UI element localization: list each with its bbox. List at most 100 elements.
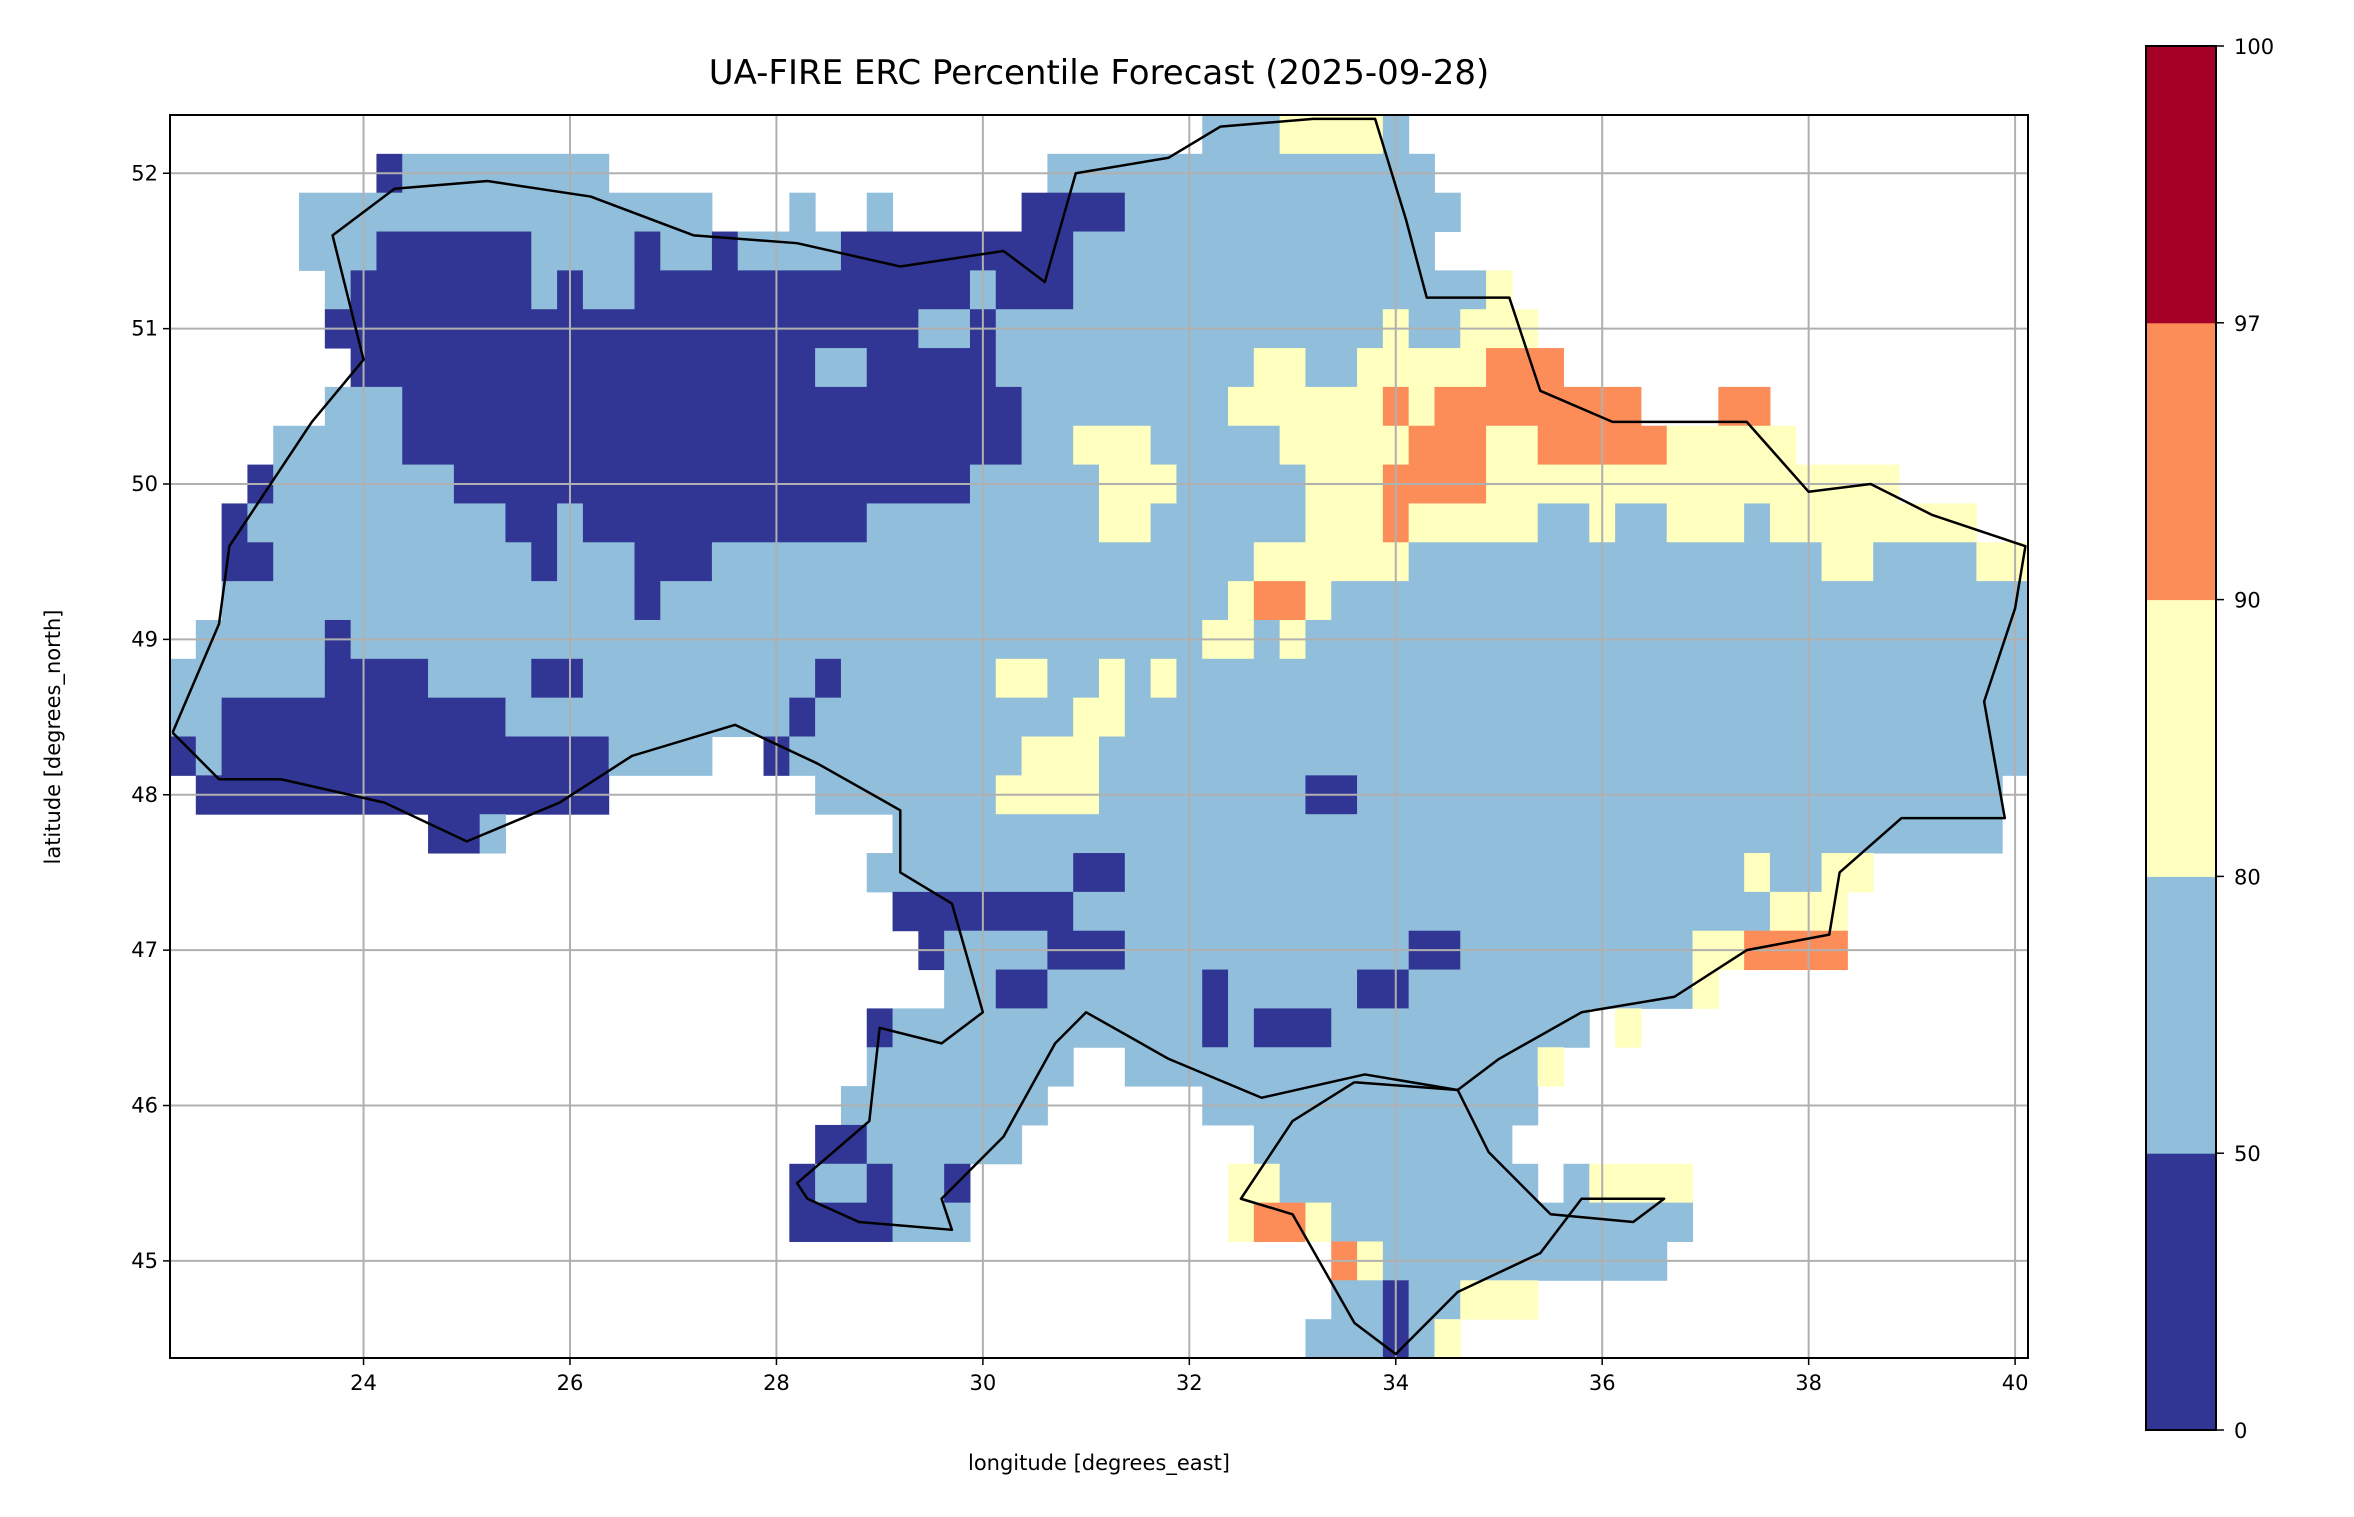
heatmap-cell-run: [892, 814, 2003, 854]
colorbar-tick-label: 100: [2234, 35, 2274, 59]
heatmap-cell-run: [608, 736, 713, 776]
heatmap-cell-run: [1434, 1319, 1461, 1359]
heatmap-cell-run: [1124, 697, 2029, 737]
heatmap-cell-run: [376, 231, 532, 271]
heatmap-cell-run: [273, 542, 532, 582]
y-axis-ticks: 45 46 47 48 49 50 51 52: [131, 161, 170, 1273]
ukraine-border: [171, 117, 2027, 1232]
y-tick-label: 47: [131, 938, 158, 962]
colorbar-segment: [2146, 876, 2216, 1154]
heatmap-cells: [170, 115, 2029, 1359]
heatmap-cell-run: [1150, 503, 1306, 543]
heatmap-cell-run: [582, 270, 635, 310]
heatmap-cell-run: [815, 348, 868, 388]
y-tick-label: 51: [131, 317, 158, 341]
colorbar-segment: [2146, 1153, 2216, 1431]
heatmap-cell-run: [1408, 1280, 1461, 1320]
heatmap-cell-run: [1408, 503, 1539, 543]
heatmap-cell-run: [737, 231, 842, 271]
heatmap-cell-run: [582, 503, 868, 543]
heatmap-cell-run: [1228, 1163, 1281, 1204]
heatmap-cell-run: [402, 386, 1023, 427]
colorbar-tick-label: 0: [2234, 1419, 2247, 1443]
heatmap-cell-run: [840, 231, 1074, 271]
heatmap-cell-run: [1615, 503, 1668, 543]
heatmap-cell-run: [1228, 581, 1255, 621]
heatmap-cell-run: [789, 1202, 894, 1242]
heatmap-cell-run: [350, 270, 532, 310]
colorbar-tick-label: 90: [2234, 589, 2261, 613]
heatmap-cell-run: [1099, 736, 2029, 776]
heatmap-cell-run: [1305, 581, 1332, 621]
heatmap-cell-run: [789, 697, 816, 737]
heatmap-cell-run: [1099, 503, 1152, 543]
heatmap-cell-run: [1073, 270, 1487, 310]
heatmap-cell-run: [1305, 1202, 1332, 1242]
heatmap-cell-run: [1047, 969, 1203, 1009]
heatmap-cell-run: [1305, 503, 1384, 543]
heatmap-cell-run: [582, 658, 816, 699]
heatmap-cell-run: [1821, 542, 1874, 582]
heatmap-cell-run: [815, 1163, 868, 1204]
heatmap-cell-run: [273, 425, 403, 466]
heatmap-cell-run: [1279, 1163, 1539, 1204]
y-tick-label: 52: [131, 161, 158, 185]
heatmap-cell-run: [1228, 1202, 1255, 1242]
heatmap-cell-run: [944, 969, 997, 1009]
heatmap-cell-run: [1228, 386, 1384, 427]
y-tick-label: 50: [131, 472, 158, 496]
heatmap-cell-run: [995, 348, 1255, 388]
heatmap-cell-run: [866, 1124, 1023, 1165]
colorbar-tick-label: 97: [2234, 312, 2261, 336]
colorbar-tick-label: 50: [2234, 1142, 2261, 1166]
heatmap-cell-run: [1021, 425, 1074, 466]
heatmap-cell-run: [1253, 1008, 1332, 1048]
country-borders: [171, 117, 2027, 1356]
heatmap-cell-run: [995, 270, 1074, 310]
heatmap-cell-run: [866, 192, 894, 233]
heatmap-cell-run: [1150, 658, 1177, 699]
heatmap-cell-run: [840, 658, 997, 699]
heatmap-cell-run: [1537, 1047, 1564, 1087]
x-tick-label: 26: [557, 1371, 584, 1395]
heatmap-cell-run: [1408, 386, 1435, 427]
heatmap-cell-run: [1769, 503, 1977, 543]
heatmap-cell-run: [789, 192, 816, 233]
heatmap-cell-run: [1357, 348, 1487, 388]
gridlines: [170, 115, 2028, 1358]
heatmap-cell-run: [324, 658, 429, 699]
heatmap-cell-run: [1331, 581, 2029, 621]
heatmap-cell-run: [1305, 348, 1358, 388]
heatmap-cell-run: [1124, 192, 1461, 233]
x-tick-label: 24: [350, 1371, 377, 1395]
heatmap-cell-run: [1357, 969, 1410, 1009]
x-tick-label: 28: [763, 1371, 790, 1395]
y-tick-label: 45: [131, 1249, 158, 1273]
heatmap-cell-run: [1718, 386, 1771, 427]
y-tick-label: 49: [131, 627, 158, 651]
heatmap-cell-run: [1408, 1319, 1435, 1359]
colorbar-segment: [2146, 322, 2216, 601]
heatmap-cell-run: [1253, 348, 1306, 388]
heatmap-cell-run: [221, 542, 274, 582]
heatmap-cell-run: [1279, 425, 1410, 466]
heatmap-cell-run: [892, 1202, 971, 1242]
heatmap-cell-run: [1331, 1008, 1590, 1048]
heatmap-cell-run: [660, 231, 713, 271]
heatmap-cell-run: [247, 503, 506, 543]
heatmap-cell-run: [866, 1163, 894, 1204]
heatmap-cell-run: [995, 658, 1048, 699]
heatmap-cell-run: [1744, 503, 1771, 543]
heatmap-cell-run: [815, 697, 1074, 737]
x-tick-label: 34: [1382, 1371, 1409, 1395]
colorbar: 0 50 80 90 97 100: [2145, 35, 2274, 1443]
crimea-border: [1239, 1080, 1666, 1356]
chart-title: UA-FIRE ERC Percentile Forecast (2025-09…: [709, 53, 1489, 93]
heatmap-cell-run: [634, 542, 713, 582]
heatmap-cell-run: [531, 231, 635, 271]
heatmap-cell-run: [1202, 969, 1229, 1009]
heatmap-cell-run: [866, 348, 997, 388]
x-tick-label: 32: [1176, 1371, 1203, 1395]
colorbar-frame: [2145, 45, 2217, 1431]
